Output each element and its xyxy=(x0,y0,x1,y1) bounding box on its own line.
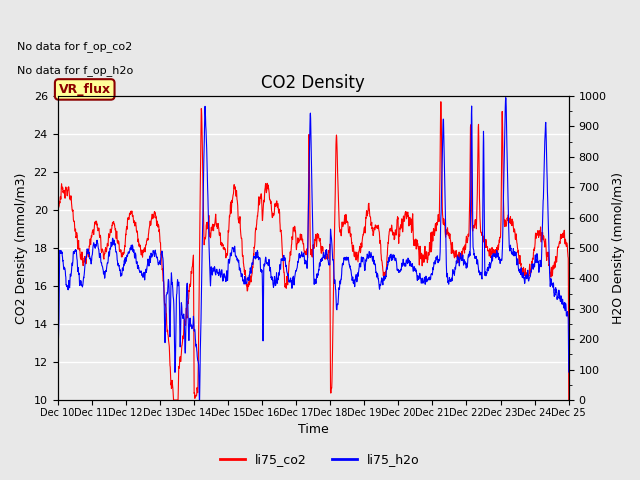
Text: No data for f_op_h2o: No data for f_op_h2o xyxy=(17,66,133,76)
Text: VR_flux: VR_flux xyxy=(59,83,111,96)
Title: CO2 Density: CO2 Density xyxy=(261,73,365,92)
X-axis label: Time: Time xyxy=(298,423,328,436)
Y-axis label: H2O Density (mmol/m3): H2O Density (mmol/m3) xyxy=(612,172,625,324)
Text: No data for f_op_co2: No data for f_op_co2 xyxy=(17,41,132,52)
Legend: li75_co2, li75_h2o: li75_co2, li75_h2o xyxy=(215,448,425,471)
Y-axis label: CO2 Density (mmol/m3): CO2 Density (mmol/m3) xyxy=(15,172,28,324)
